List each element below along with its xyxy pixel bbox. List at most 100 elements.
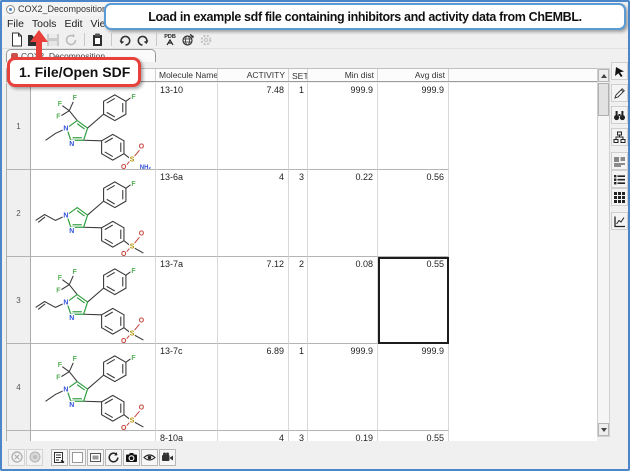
column-header-set[interactable]: SET xyxy=(289,69,308,81)
camcorder-icon[interactable] xyxy=(159,448,176,466)
activity-cell[interactable]: 4 xyxy=(218,170,289,257)
fetch-web-icon[interactable] xyxy=(179,32,196,48)
activity-cell[interactable]: 7.12 xyxy=(218,257,289,344)
svg-text:F: F xyxy=(56,375,60,382)
row-number: 3 xyxy=(7,257,31,344)
activity-cell[interactable]: 7.48 xyxy=(218,83,289,170)
table-row[interactable]: 4 N N F F F F S O O 13-7c 6.89 1 999.9 999.9 xyxy=(7,344,597,431)
find-binoculars-icon[interactable] xyxy=(611,106,628,124)
avg-dist-cell[interactable]: 999.9 xyxy=(378,83,449,170)
reload-icon[interactable] xyxy=(62,32,79,48)
min-dist-cell[interactable]: 0.22 xyxy=(308,170,378,257)
svg-text:O: O xyxy=(139,144,145,151)
list-settings-icon[interactable] xyxy=(51,448,68,466)
set-cell[interactable]: 1 xyxy=(289,83,308,170)
table-row[interactable]: 1 N N F F F F S O O NH₂ 13-10 7.48 1 999.9 999.9 xyxy=(7,83,597,170)
main-toolbar: PDB xyxy=(2,31,628,49)
bottom-toolbar xyxy=(2,446,628,468)
app-logo-icon xyxy=(6,4,15,14)
save-icon[interactable] xyxy=(44,32,61,48)
min-dist-cell[interactable]: 0.08 xyxy=(308,257,378,344)
molecule-name-cell[interactable]: 13-6a xyxy=(156,170,218,257)
side-toolbar xyxy=(611,62,629,230)
column-header-molecule-name[interactable]: Molecule Name xyxy=(156,69,218,81)
lasso-select-icon[interactable] xyxy=(105,448,122,466)
column-header-avg-dist[interactable]: Avg dist xyxy=(378,69,449,81)
window-title: COX2_Decomposition_E xyxy=(18,4,119,14)
camera-icon[interactable] xyxy=(123,448,140,466)
grid-view-icon[interactable] xyxy=(611,188,628,206)
svg-text:O: O xyxy=(139,318,145,325)
table-view-icon[interactable] xyxy=(611,170,628,188)
avg-dist-cell[interactable]: 999.9 xyxy=(378,344,449,431)
column-header-activity[interactable]: ACTIVITY xyxy=(218,69,289,81)
svg-text:O: O xyxy=(121,251,127,257)
avg-dist-cell[interactable]: 0.56 xyxy=(378,170,449,257)
chart-view-icon[interactable] xyxy=(611,212,628,230)
filler-cell xyxy=(449,431,597,441)
table-row[interactable]: 2 N N F S O O 13-6a 4 3 0.22 0.56 xyxy=(7,170,597,257)
panel-icon[interactable] xyxy=(87,448,104,466)
set-cell[interactable]: 1 xyxy=(289,344,308,431)
filler-cell xyxy=(449,83,597,170)
annotation-arrow-icon xyxy=(30,30,48,59)
blank-square-icon[interactable] xyxy=(69,448,86,466)
structure-cell[interactable]: N N F F F F S O O NH₂ xyxy=(31,83,156,170)
vertical-scrollbar[interactable] xyxy=(597,68,610,437)
activity-cell[interactable]: 4 xyxy=(218,431,289,441)
svg-text:F: F xyxy=(56,114,60,121)
min-dist-cell[interactable]: 999.9 xyxy=(308,83,378,170)
hierarchy-view-icon[interactable] xyxy=(611,128,628,146)
avg-dist-cell[interactable]: 0.55 xyxy=(378,257,449,344)
scroll-down-icon[interactable] xyxy=(598,423,609,436)
svg-text:F: F xyxy=(131,94,135,101)
select-cursor-icon[interactable] xyxy=(611,62,628,80)
set-cell[interactable]: 2 xyxy=(289,257,308,344)
svg-text:O: O xyxy=(121,338,127,344)
menu-tools[interactable]: Tools xyxy=(31,17,57,30)
close-circle-icon[interactable] xyxy=(8,448,25,466)
molecule-name-cell[interactable]: 8-10a xyxy=(156,431,218,441)
min-dist-cell[interactable]: 0.19 xyxy=(308,431,378,441)
scrollbar-thumb[interactable] xyxy=(598,83,609,116)
svg-text:O: O xyxy=(121,164,127,170)
molecule-name-cell[interactable]: 13-7c xyxy=(156,344,218,431)
toolbar-separator xyxy=(156,33,157,46)
min-dist-cell[interactable]: 999.9 xyxy=(308,344,378,431)
new-file-icon[interactable] xyxy=(8,32,25,48)
set-cell[interactable]: 3 xyxy=(289,170,308,257)
disc-icon[interactable] xyxy=(26,448,43,466)
edit-pencil-icon[interactable] xyxy=(611,84,628,102)
activity-cell[interactable]: 6.89 xyxy=(218,344,289,431)
svg-text:F: F xyxy=(131,355,135,362)
svg-text:S: S xyxy=(130,331,135,338)
menu-file[interactable]: File xyxy=(7,17,24,30)
settings-gear-icon[interactable] xyxy=(197,32,214,48)
avg-dist-cell[interactable]: 0.55 xyxy=(378,431,449,441)
molecule-name-cell[interactable]: 13-10 xyxy=(156,83,218,170)
svg-text:F: F xyxy=(73,269,77,276)
redo-icon[interactable] xyxy=(134,32,151,48)
eye-visibility-icon[interactable] xyxy=(141,448,158,466)
column-header-min-dist[interactable]: Min dist xyxy=(308,69,378,81)
svg-text:S: S xyxy=(130,244,135,251)
fetch-pdb-icon[interactable]: PDB xyxy=(161,32,178,48)
set-cell[interactable]: 3 xyxy=(289,431,308,441)
paste-icon[interactable] xyxy=(89,32,106,48)
form-view-icon[interactable] xyxy=(611,152,628,170)
table-row[interactable]: 3 N N F F F F S O O 13-7a 7.12 2 0.08 0.55 xyxy=(7,257,597,344)
undo-icon[interactable] xyxy=(116,32,133,48)
svg-text:N: N xyxy=(63,126,68,133)
scroll-up-icon[interactable] xyxy=(598,69,609,82)
svg-text:N: N xyxy=(69,228,74,235)
table-header: Molecule Name ACTIVITY SET Min dist Avg dist xyxy=(6,68,597,82)
toolbar-separator xyxy=(111,33,112,46)
molecule-name-cell[interactable]: 13-7a xyxy=(156,257,218,344)
menu-edit[interactable]: Edit xyxy=(64,17,83,30)
